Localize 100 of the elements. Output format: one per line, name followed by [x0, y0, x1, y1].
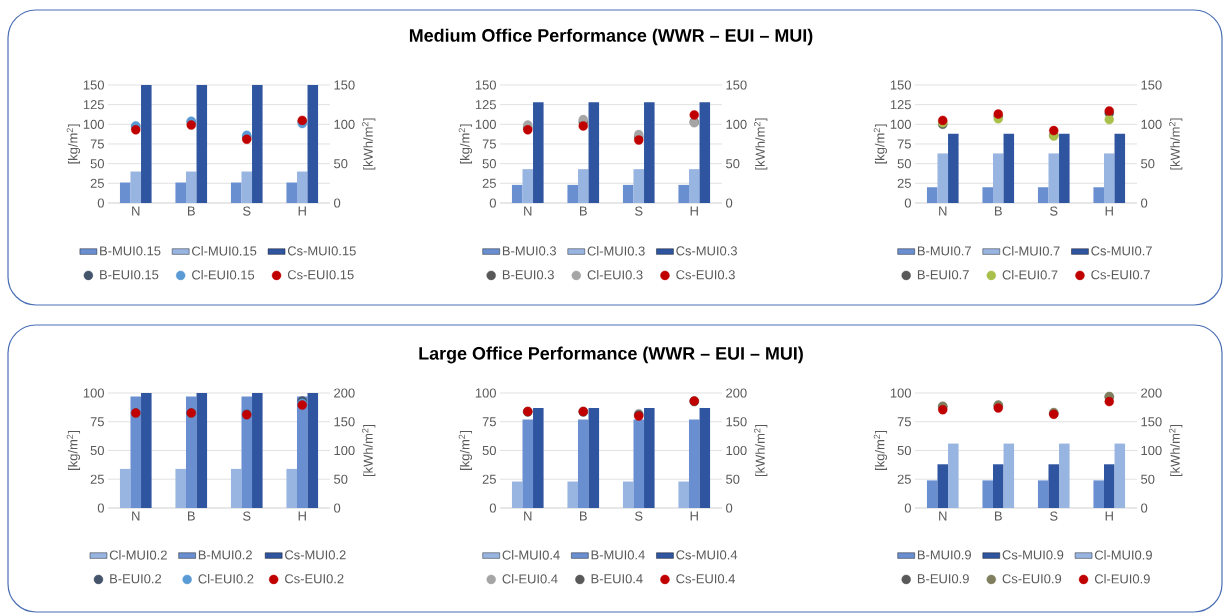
y2-tick-label: 200	[726, 388, 747, 398]
x-tick-label: B	[580, 206, 587, 216]
legend-label: Cs-EUI0.2	[285, 574, 344, 584]
y-tick-label: 0	[489, 198, 496, 208]
legend-label: Cs-MUI0.3	[676, 246, 737, 256]
y-tick-label: 25	[482, 178, 496, 188]
x-tick-label: N	[939, 206, 947, 216]
x-tick-label: N	[132, 511, 140, 521]
legend-label: Cl-MUI0.4	[502, 550, 560, 560]
y2-axis-title: [kWh/m$^{2}$]	[753, 118, 768, 170]
y2-axis-title: [kWh/m$^{2}$]	[1168, 118, 1183, 170]
legend-label: Cs-EUI0.7	[1091, 270, 1150, 280]
x-tick-label: S	[1050, 206, 1058, 216]
y-axis-title: [kg/m$^{2}$]	[66, 431, 81, 470]
y2-tick-label: 100	[726, 445, 747, 456]
legend-label: Cl-EUI0.2	[198, 573, 254, 584]
x-tick-label: N	[524, 206, 532, 216]
y2-tick-label: 150	[726, 80, 747, 90]
y-tick-label: 100	[890, 388, 911, 398]
y2-tick-label: 100	[334, 119, 355, 129]
x-tick-label: N	[524, 511, 532, 521]
legend-label: Cs-EUI0.3	[676, 270, 735, 280]
y2-axis-title: [kWh/m$^{2}$]	[361, 118, 376, 170]
legend-label: Cs-MUI0.9	[1002, 550, 1064, 560]
y-tick-label: 0	[97, 503, 104, 513]
y-tick-label: 0	[904, 503, 911, 513]
y-tick-label: 150	[475, 80, 496, 90]
y2-tick-label: 0	[726, 198, 733, 208]
legend-label: Cs-EUI0.15	[287, 270, 354, 280]
x-tick-label: B	[580, 511, 587, 521]
legend-label: B-EUI0.3	[502, 270, 554, 280]
y-tick-label: 75	[90, 417, 104, 427]
legend-label: Cs-MUI0.15	[287, 246, 356, 256]
legend-label: Cl-EUI0.9	[1094, 573, 1150, 584]
y2-tick-label: 150	[1141, 80, 1162, 90]
legend-label: B-MUI0.3	[502, 246, 557, 256]
x-tick-label: S	[243, 206, 251, 216]
y-tick-label: 75	[482, 139, 496, 149]
y2-tick-label: 0	[334, 503, 341, 513]
y-tick-label: 125	[475, 100, 496, 110]
y-tick-label: 25	[482, 474, 496, 484]
y-tick-label: 0	[489, 503, 496, 513]
x-tick-label: B	[188, 511, 195, 521]
legend-label: B-MUI0.9	[917, 550, 971, 560]
y-tick-label: 0	[97, 198, 104, 208]
y-axis-title: [kg/m$^{2}$]	[873, 124, 888, 164]
x-tick-label: H	[298, 206, 306, 216]
y2-tick-label: 50	[334, 159, 348, 169]
y-axis-title: [kg/m$^{2}$]	[458, 431, 473, 470]
legend-label: Cl-MUI0.3	[587, 246, 645, 256]
legend-label: Cs-MUI0.2	[285, 550, 346, 560]
x-tick-label: N	[939, 511, 947, 521]
y-tick-label: 100	[475, 388, 496, 398]
y-tick-label: 75	[482, 417, 496, 427]
y2-tick-label: 200	[1141, 388, 1162, 398]
legend-label: Cl-EUI0.7	[1002, 269, 1058, 280]
y-axis-title: [kg/m$^{2}$]	[458, 124, 473, 164]
x-tick-label: N	[132, 206, 140, 216]
y2-tick-label: 0	[334, 198, 341, 208]
y2-tick-label: 100	[1141, 119, 1162, 129]
y-tick-label: 75	[897, 139, 911, 149]
legend-label: Cs-EUI0.4	[676, 574, 736, 584]
x-tick-label: H	[1105, 511, 1113, 521]
x-tick-label: B	[995, 511, 1002, 521]
y-tick-label: 50	[897, 159, 911, 169]
chart-title: Medium Office Performance (WWR – EUI – MUI)	[409, 28, 813, 46]
y-tick-label: 50	[90, 159, 104, 169]
y2-tick-label: 100	[1141, 445, 1162, 456]
y2-tick-label: 50	[334, 474, 348, 484]
y2-tick-label: 0	[1141, 198, 1148, 208]
legend-label: Cs-EUI0.9	[1002, 574, 1062, 584]
x-tick-label: S	[635, 511, 643, 521]
legend-label: B-MUI0.4	[591, 550, 645, 560]
x-tick-label: S	[635, 206, 643, 216]
y-tick-label: 50	[90, 445, 104, 456]
x-tick-label: S	[243, 511, 251, 521]
legend-label: Cl-MUI0.9	[1094, 550, 1152, 560]
legend-label: Cl-EUI0.4	[502, 573, 558, 584]
y-axis-title: [kg/m$^{2}$]	[873, 431, 888, 470]
legend-label: B-MUI0.15	[100, 246, 161, 256]
y2-tick-label: 150	[1141, 417, 1162, 427]
legend-label: B-EUI0.7	[917, 270, 969, 280]
y-tick-label: 75	[90, 139, 104, 149]
y-axis-title: [kg/m$^{2}$]	[66, 124, 81, 164]
x-tick-label: H	[690, 511, 698, 521]
y-tick-label: 100	[475, 119, 496, 129]
y2-tick-label: 50	[726, 474, 740, 484]
y-tick-label: 50	[482, 445, 496, 456]
legend-label: Cl-EUI0.15	[192, 269, 255, 280]
y2-tick-label: 150	[334, 80, 355, 90]
y-tick-label: 100	[83, 388, 104, 398]
y-tick-label: 25	[897, 474, 911, 484]
legend-label: B-EUI0.15	[100, 270, 159, 280]
legend-label: B-EUI0.2	[110, 574, 162, 584]
y2-tick-label: 50	[1141, 159, 1155, 169]
legend-label: B-EUI0.4	[591, 574, 643, 584]
y-tick-label: 75	[897, 417, 911, 427]
y2-tick-label: 0	[726, 503, 733, 513]
y-tick-label: 100	[83, 119, 104, 129]
x-tick-label: H	[690, 206, 698, 216]
